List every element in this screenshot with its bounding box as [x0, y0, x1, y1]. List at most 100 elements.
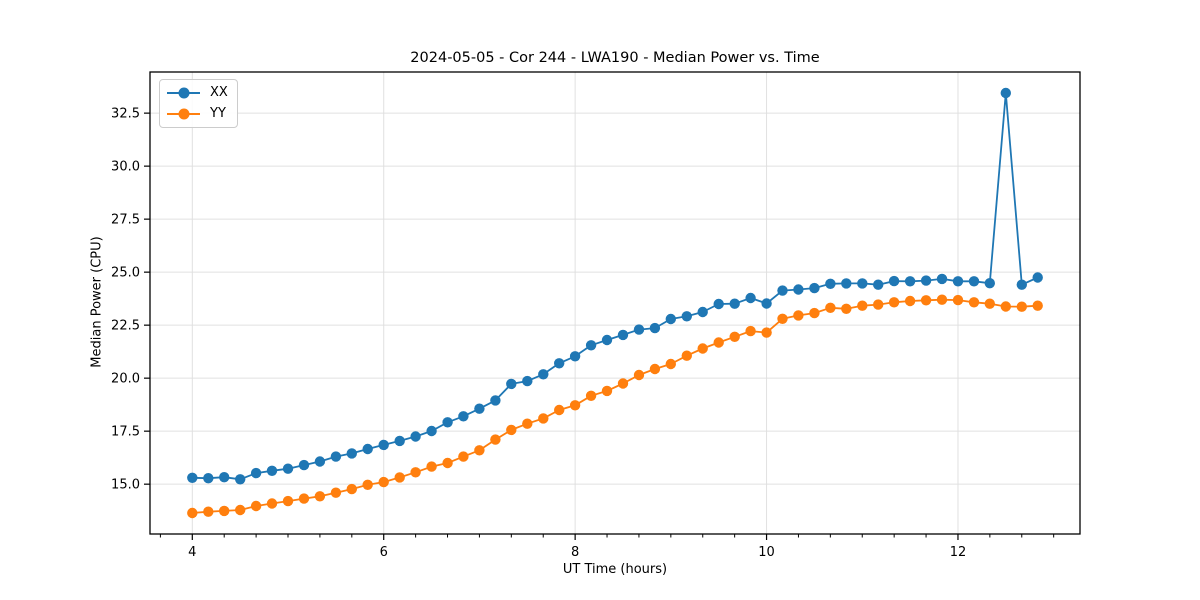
- series-xx-marker: [1016, 279, 1027, 290]
- series-xx-marker: [936, 273, 948, 285]
- legend-label-yy: YY: [210, 106, 226, 121]
- series-xx-marker: [601, 334, 613, 346]
- series-xx-marker: [681, 311, 692, 322]
- series-xx-marker: [649, 322, 661, 334]
- series-xx-marker: [490, 395, 501, 406]
- series-xx-marker: [793, 284, 804, 295]
- series-yy-marker: [585, 390, 597, 401]
- series-xx-marker: [665, 313, 676, 325]
- series-xx-marker: [346, 448, 357, 459]
- legend-swatch-xx-icon: [167, 87, 200, 99]
- series-yy-marker: [968, 297, 980, 308]
- series-yy-marker: [697, 343, 708, 354]
- series-yy-marker: [569, 400, 581, 411]
- series-xx-marker: [298, 459, 310, 471]
- series-xx-marker: [1032, 272, 1043, 283]
- series-yy-marker: [984, 298, 995, 309]
- x-tick-label: 6: [380, 545, 388, 560]
- series-yy-marker: [920, 295, 932, 306]
- series-xx-marker: [825, 278, 836, 289]
- series-xx-marker: [219, 472, 230, 483]
- x-tick-label: 8: [571, 545, 579, 560]
- series-xx-marker: [330, 451, 342, 462]
- series-yy-marker: [936, 294, 948, 305]
- y-tick-label: 17.5: [111, 425, 140, 440]
- series-xx-marker: [187, 472, 198, 483]
- series-yy-marker: [203, 506, 214, 517]
- series-yy-marker: [187, 507, 198, 519]
- series-yy-marker: [474, 445, 485, 456]
- series-yy-marker: [777, 313, 788, 324]
- series-yy-marker: [665, 358, 676, 370]
- series-xx-marker: [203, 473, 214, 484]
- series-xx-marker: [314, 456, 326, 467]
- series-yy-line: [192, 298, 1038, 514]
- series-yy-marker: [330, 487, 342, 498]
- series-xx-marker: [538, 369, 549, 380]
- series-yy-marker: [841, 303, 852, 314]
- x-tick-label: 10: [758, 545, 775, 560]
- series-yy-marker: [761, 327, 772, 338]
- series-xx-marker: [745, 292, 756, 304]
- series-yy-marker: [490, 434, 501, 445]
- series-yy-marker: [713, 337, 724, 348]
- series-yy-marker: [235, 504, 246, 516]
- series-xx-marker: [474, 403, 485, 414]
- series-yy-marker: [219, 505, 230, 517]
- series-xx-marker: [458, 411, 469, 422]
- series-xx-marker: [809, 282, 820, 294]
- series-xx-marker: [968, 276, 980, 287]
- series-xx-marker: [522, 375, 533, 387]
- x-tick-label: 4: [188, 545, 196, 560]
- series-yy-marker: [506, 424, 517, 436]
- series-xx-marker: [235, 474, 246, 485]
- y-tick-label: 30.0: [111, 160, 140, 175]
- series-xx-marker: [282, 463, 294, 474]
- series-yy-marker: [649, 363, 661, 375]
- series-xx-marker: [617, 329, 629, 341]
- series-yy-marker: [538, 413, 549, 424]
- series-yy-marker: [809, 307, 820, 319]
- series-xx-marker: [857, 278, 868, 289]
- y-tick-label: 25.0: [111, 266, 140, 281]
- series-xx-marker: [394, 435, 405, 447]
- series-yy-marker: [617, 378, 629, 389]
- series-xx-marker: [697, 306, 708, 318]
- series-yy-marker: [873, 299, 884, 310]
- series-xx-marker: [920, 275, 932, 286]
- series-yy-marker: [904, 295, 916, 307]
- series-yy-marker: [266, 498, 278, 509]
- y-tick-label: 32.5: [111, 107, 140, 122]
- series-yy-marker: [250, 500, 262, 512]
- series-xx-marker: [569, 351, 581, 362]
- series-yy-marker: [633, 369, 645, 381]
- series-yy-marker: [857, 300, 868, 311]
- series-xx-marker: [761, 298, 772, 309]
- series-xx-marker: [713, 298, 724, 310]
- series-yy-marker: [1032, 300, 1043, 311]
- series-yy-marker: [522, 418, 533, 429]
- series-xx-marker: [873, 279, 884, 290]
- y-tick-label: 27.5: [111, 213, 140, 228]
- series-yy-marker: [1016, 301, 1027, 312]
- series-yy-marker: [729, 331, 740, 342]
- series-xx-marker: [426, 425, 437, 437]
- series-yy-marker: [410, 467, 421, 478]
- legend-item-xx: XX: [167, 84, 228, 102]
- series-yy-marker: [282, 495, 294, 507]
- series-xx-marker: [777, 285, 788, 296]
- series-xx-marker: [888, 275, 900, 287]
- series-yy-marker: [378, 476, 389, 488]
- series-yy-marker: [362, 479, 373, 490]
- series-xx-marker: [250, 467, 262, 479]
- series-yy-marker: [681, 350, 692, 361]
- y-tick-label: 20.0: [111, 372, 140, 387]
- series-xx-marker: [952, 276, 964, 287]
- legend-item-yy: YY: [167, 105, 228, 123]
- series-yy-marker: [346, 483, 357, 495]
- series-xx-marker: [506, 378, 517, 390]
- chart-title: 2024-05-05 - Cor 244 - LWA190 - Median P…: [410, 50, 820, 66]
- series-yy-marker: [825, 302, 836, 313]
- y-tick-label: 22.5: [111, 319, 140, 334]
